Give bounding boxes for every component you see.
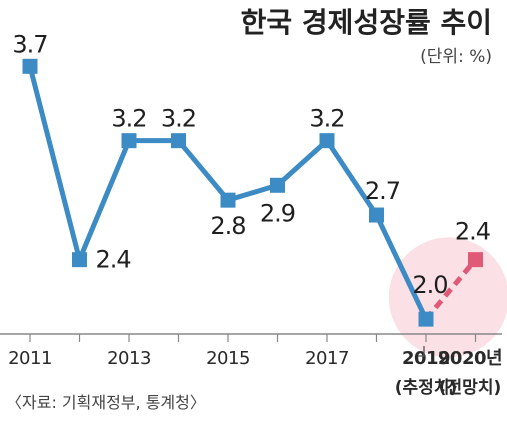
value-label: 3.2 bbox=[111, 105, 146, 133]
x-tick-label: 2015 bbox=[206, 348, 250, 369]
highlight-circle bbox=[388, 237, 507, 358]
data-point-marker bbox=[319, 133, 335, 149]
forecast-line bbox=[424, 258, 478, 321]
data-point-marker bbox=[418, 311, 434, 327]
value-label: 2.4 bbox=[96, 246, 131, 274]
estimate-bracket bbox=[418, 346, 425, 357]
forecast-point-marker bbox=[468, 252, 483, 268]
source-note: 〈자료: 기획재정부, 통계청〉 bbox=[6, 393, 206, 412]
data-point-marker bbox=[369, 207, 384, 223]
value-label: 3.7 bbox=[12, 30, 47, 58]
x-tick-label: 2017 bbox=[305, 348, 349, 369]
chart-title: 한국 경제성장률 추이 bbox=[241, 6, 492, 39]
x-tick-label: 2013 bbox=[107, 348, 151, 369]
unit-label: (단위: %) bbox=[420, 47, 492, 67]
data-point-marker bbox=[220, 192, 236, 208]
data-point-marker bbox=[171, 133, 186, 149]
value-label: 3.2 bbox=[161, 105, 196, 133]
value-label: 2.0 bbox=[412, 271, 447, 299]
x-tick-note: (추정치) bbox=[395, 378, 457, 398]
data-point-marker bbox=[121, 133, 137, 149]
value-label: 3.2 bbox=[309, 105, 344, 133]
value-label: 2.7 bbox=[365, 177, 400, 205]
x-tick-label: 2011 bbox=[8, 348, 52, 369]
x-tick-label: 2019 bbox=[402, 348, 450, 369]
data-point-marker bbox=[22, 58, 38, 74]
value-label: 2.9 bbox=[260, 199, 295, 227]
data-point-marker bbox=[270, 177, 285, 193]
value-label: 2.8 bbox=[210, 212, 245, 240]
value-label: 2.4 bbox=[455, 218, 490, 246]
x-tick-note: (전망치) bbox=[439, 378, 501, 398]
data-point-marker bbox=[72, 252, 87, 268]
x-tick-label: 2020년 bbox=[438, 348, 502, 369]
